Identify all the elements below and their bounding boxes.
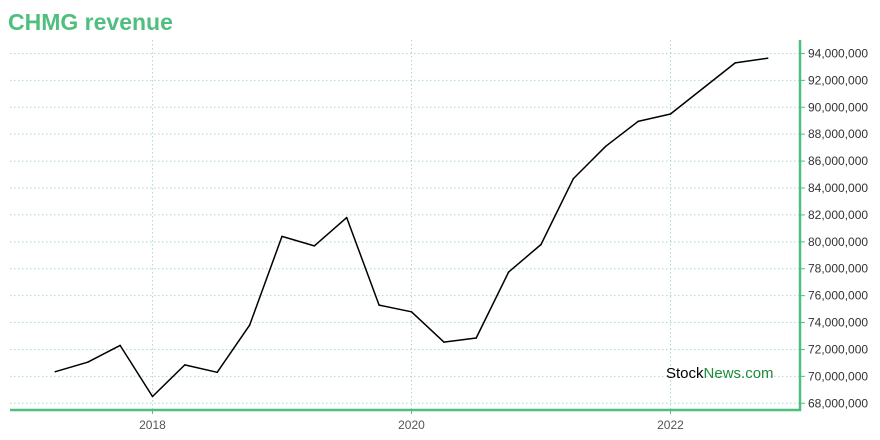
revenue-point <box>54 370 57 373</box>
revenue-point <box>313 245 316 247</box>
y-tick-label: 82,000,000 <box>808 208 868 222</box>
y-tick-label: 70,000,000 <box>808 369 868 383</box>
watermark-part-news: News.com <box>703 365 774 382</box>
revenue-point <box>86 361 89 364</box>
y-tick-label: 72,000,000 <box>808 342 868 356</box>
y-tick-label: 88,000,000 <box>808 127 868 141</box>
y-tick-label: 84,000,000 <box>808 181 868 195</box>
revenue-point <box>540 243 542 246</box>
x-tick-label: 2018 <box>139 418 166 432</box>
revenue-point <box>507 271 510 273</box>
revenue-point <box>119 344 121 347</box>
axes <box>10 40 802 412</box>
revenue-point <box>410 310 413 313</box>
revenue-point <box>572 177 575 180</box>
y-tick-label: 86,000,000 <box>808 154 868 168</box>
revenue-point <box>443 341 445 343</box>
y-tick-label: 94,000,000 <box>808 46 868 60</box>
y-tick-label: 80,000,000 <box>808 235 868 249</box>
revenue-point <box>248 324 251 327</box>
revenue-point <box>669 113 672 115</box>
revenue-point <box>281 235 283 238</box>
x-axis-ticks: 2018 2020 2022 <box>139 410 684 432</box>
revenue-point <box>604 145 607 148</box>
y-tick-label: 78,000,000 <box>808 262 868 276</box>
grid-lines <box>10 40 800 410</box>
x-tick-label: 2020 <box>398 418 425 432</box>
revenue-point <box>766 57 769 59</box>
x-tick-label: 2022 <box>657 418 684 432</box>
y-tick-label: 92,000,000 <box>808 73 868 87</box>
revenue-point <box>216 371 219 374</box>
revenue-point <box>702 87 704 90</box>
stocknews-watermark: StockNews.com <box>666 365 774 383</box>
revenue-point <box>637 120 639 123</box>
y-tick-label: 74,000,000 <box>808 316 868 330</box>
y-tick-label: 76,000,000 <box>808 289 868 303</box>
watermark-part-stock: Stock <box>666 365 704 382</box>
revenue-point <box>734 62 737 64</box>
y-axis-ticks: 68,000,000 70,000,000 72,000,000 74,000,000… <box>800 46 868 410</box>
y-tick-label: 90,000,000 <box>808 100 868 114</box>
revenue-point <box>475 337 478 339</box>
revenue-point <box>345 216 348 219</box>
chart-title: CHMG revenue <box>8 9 173 35</box>
revenue-point <box>184 364 186 366</box>
series-group <box>54 57 769 398</box>
revenue-point <box>151 395 154 398</box>
y-tick-label: 68,000,000 <box>808 396 868 410</box>
revenue-point <box>378 304 380 306</box>
